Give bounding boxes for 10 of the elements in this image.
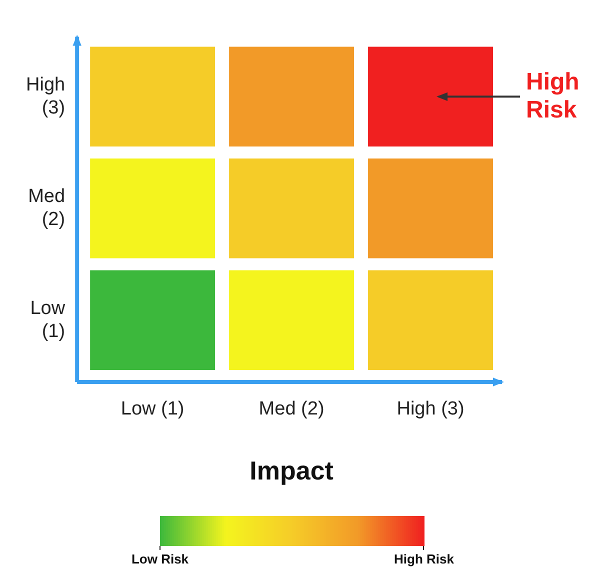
x-tick-label: Med (2) [258, 398, 324, 420]
text: High Risk [526, 68, 580, 124]
x-axis-title: Impact [250, 456, 334, 486]
color-bar-label: Low Risk [131, 552, 190, 567]
y-tick-label: High (3) [26, 74, 66, 118]
color-bar-label: High Risk [394, 552, 455, 567]
y-tick-label: Med (2) [28, 186, 66, 230]
x-tick-label: Low (1) [120, 398, 184, 420]
x-tick-label: High (3) [396, 398, 464, 420]
y-tick-label: Low (1) [30, 298, 66, 342]
